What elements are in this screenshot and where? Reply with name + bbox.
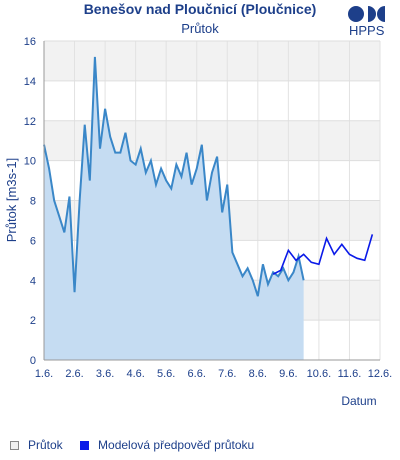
x-tick-label: 3.6. — [96, 368, 114, 380]
y-tick-label: 14 — [24, 76, 36, 88]
x-tick-label: 1.6. — [35, 368, 53, 380]
y-axis-title: Průtok [m3s-1] — [4, 158, 19, 243]
y-tick-label: 0 — [30, 355, 36, 367]
y-tick-label: 8 — [30, 196, 36, 208]
x-tick-label: 9.6. — [279, 368, 297, 380]
series-line-forecast — [272, 234, 374, 275]
grid-band — [44, 41, 380, 81]
x-tick-label: 11.6. — [338, 368, 362, 380]
grid-band — [44, 80, 380, 121]
x-tick-label: 7.6. — [218, 368, 236, 380]
series-line-flow — [43, 56, 305, 297]
brand-name: HPPS — [349, 23, 385, 38]
legend-item-flow[interactable]: Průtok — [10, 438, 63, 452]
chart-subtitle: Průtok — [181, 21, 219, 36]
x-tick-label: 4.6. — [126, 368, 144, 380]
y-tick-label: 6 — [30, 235, 36, 247]
legend: Průtok Modelová předpověď průtoku — [10, 437, 268, 452]
legend-swatch-flow — [10, 440, 19, 450]
x-tick-label: 8.6. — [249, 368, 267, 380]
y-tick-label: 12 — [24, 116, 36, 128]
x-axis-title: Datum — [341, 394, 376, 408]
y-tick-label: 2 — [30, 315, 36, 327]
legend-label-flow: Průtok — [28, 437, 63, 452]
x-tick-label: 5.6. — [157, 368, 175, 380]
legend-label-forecast: Modelová předpověď průtoku — [98, 437, 255, 452]
legend-swatch-forecast — [80, 440, 90, 450]
chart-title: Benešov nad Ploučnicí (Ploučnice) — [83, 1, 317, 17]
y-tick-label: 10 — [24, 156, 36, 168]
y-tick-label: 4 — [30, 275, 36, 287]
y-tick-label: 16 — [24, 36, 36, 48]
x-tick-label: 2.6. — [65, 368, 83, 380]
hpps-logo — [348, 6, 385, 22]
x-tick-label: 10.6. — [307, 368, 331, 380]
x-tick-label: 6.6. — [188, 368, 206, 380]
flow-chart: 0 2 4 6 8 10 12 14 16 1.6. 2.6. 3.6. 4.6. 5.6. 6.6. 7.6… — [4, 36, 392, 408]
x-tick-label: 12.6. — [368, 368, 392, 380]
legend-item-forecast[interactable]: Modelová předpověď průtoku — [80, 438, 254, 452]
